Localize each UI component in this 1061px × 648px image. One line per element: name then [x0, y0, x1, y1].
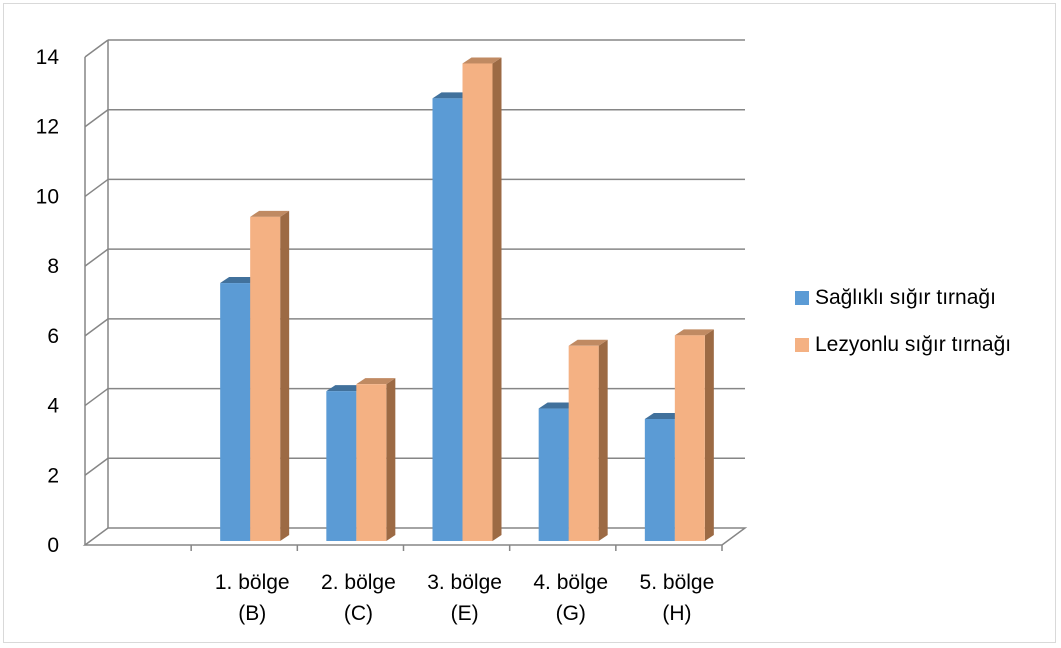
- bar-lezyonlu-cat-1: [250, 210, 290, 542]
- bar-side: [598, 339, 608, 541]
- y-axis-ticks: 0 2 4 6 8 10 12 14: [36, 46, 60, 557]
- bar-top: [250, 210, 290, 217]
- gridline-side-4: [84, 248, 109, 267]
- y-tick-label: 2: [47, 464, 59, 487]
- bar-front: [432, 98, 463, 542]
- chart-walls: [82, 40, 748, 551]
- legend-item-series-1: Sağlıklı sığır tırnağı: [795, 286, 1057, 310]
- bar-front: [538, 408, 569, 541]
- x-tick-label-line2: (E): [451, 602, 479, 625]
- bar-side: [280, 210, 290, 542]
- bar-front: [250, 216, 281, 542]
- bar-top: [644, 413, 684, 419]
- bar-lezyonlu-cat-2: [356, 378, 396, 541]
- x-tick-label-line2: (B): [238, 602, 266, 625]
- y-tick-label: 8: [47, 255, 59, 278]
- x-tick-label-line2: (H): [662, 602, 691, 625]
- bar-lezyonlu-cat-5: [674, 329, 714, 541]
- y-tick-label: 6: [47, 325, 59, 348]
- x-tick-label-line2: (G): [556, 602, 586, 625]
- bar-top: [220, 277, 260, 284]
- bars: [220, 57, 714, 542]
- x-tick-label-line1: 2. bölge: [321, 571, 396, 594]
- bar-top: [356, 378, 396, 385]
- y-tick-label: 10: [36, 185, 59, 208]
- bar-front: [644, 419, 675, 541]
- y-tick-label: 14: [36, 46, 60, 69]
- x-tick-label-line1: 4. bölge: [533, 571, 608, 594]
- bar-top: [538, 402, 578, 409]
- gridline-side-1: [84, 457, 109, 476]
- legend-label-series-2: Lezyonlu sığır tırnağı: [815, 333, 1012, 356]
- x-tick-label-line1: 1. bölge: [215, 571, 290, 594]
- gridline-side-7: [84, 39, 109, 58]
- x-tick-label-line2: (C): [344, 602, 373, 625]
- bar-front: [220, 283, 251, 541]
- bar-side: [492, 57, 502, 541]
- bar-top: [432, 92, 472, 99]
- bar-top: [674, 329, 714, 336]
- y-tick-label: 4: [47, 395, 59, 418]
- bar-lezyonlu-cat-4: [568, 339, 608, 541]
- bar-front: [356, 384, 387, 541]
- legend-label-series-1: Sağlıklı sığır tırnağı: [815, 286, 996, 309]
- bar-front: [326, 391, 357, 541]
- bar-top: [462, 57, 502, 64]
- legend-swatch-series-1: [795, 291, 809, 305]
- x-axis-labels: 1. bölge (B) 2. bölge (C) 3. bölge (E) 4. bölg…: [215, 571, 714, 625]
- bar-side: [704, 329, 714, 541]
- bar-top: [326, 385, 366, 392]
- gridline-side-2: [84, 387, 109, 407]
- bar-saglikli-cat-5: [644, 413, 684, 541]
- bar-lezyonlu-cat-3: [462, 57, 502, 541]
- bar-front: [568, 345, 599, 541]
- legend-item-series-2: Lezyonlu sığır tırnağı: [795, 333, 1057, 357]
- bar-front: [462, 63, 493, 541]
- bar-side: [386, 378, 396, 541]
- y-tick-label: 0: [47, 534, 59, 557]
- gridlines: [84, 39, 745, 476]
- x-tick-label-line1: 5. bölge: [640, 571, 715, 594]
- bar-front: [674, 335, 705, 541]
- gridline-side-5: [84, 178, 109, 198]
- bar-top: [568, 339, 608, 346]
- gridline-side-3: [84, 318, 109, 337]
- y-tick-label: 12: [36, 116, 59, 139]
- chart-frame: [3, 3, 1056, 643]
- gridline-side-6: [84, 109, 109, 128]
- legend-swatch-series-2: [795, 338, 809, 352]
- legend: Sağlıklı sığır tırnağı Lezyonlu sığır tı…: [795, 286, 1057, 380]
- x-tick-label-line1: 3. bölge: [427, 571, 502, 594]
